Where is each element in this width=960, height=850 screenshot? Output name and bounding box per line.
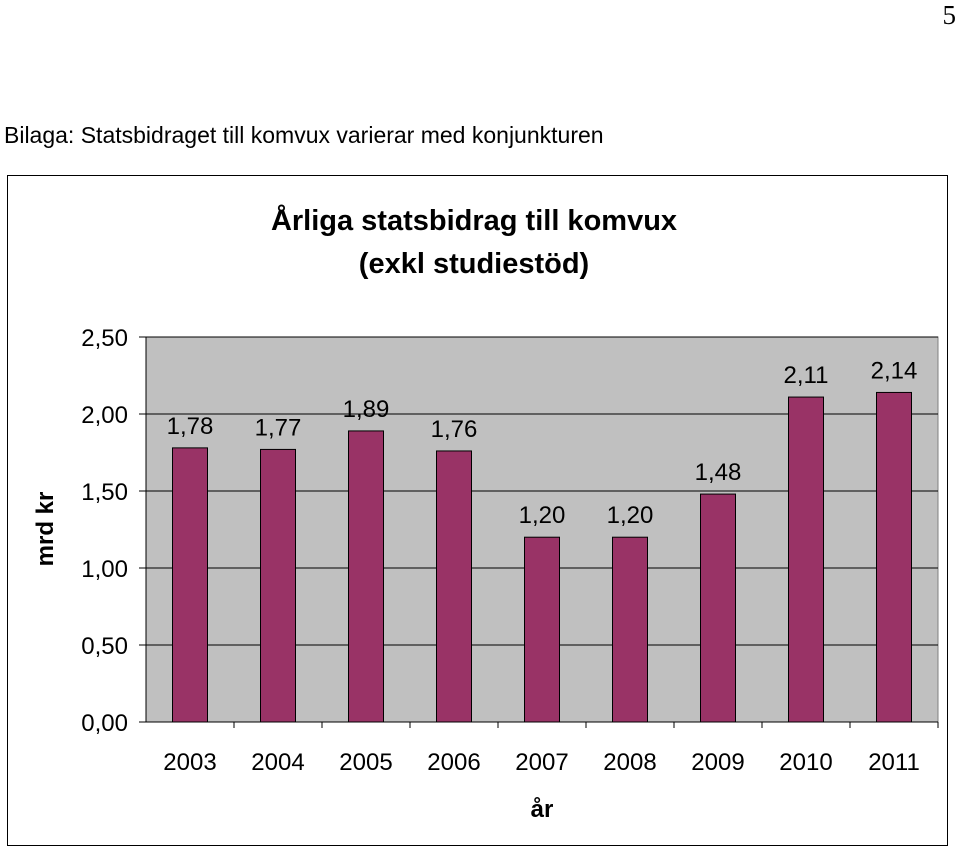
section-heading: Bilaga: Statsbidraget till komvux varier… — [4, 122, 604, 148]
data-label: 2,11 — [784, 362, 829, 389]
chart-subtitle: (exkl studiestöd) — [359, 248, 589, 280]
bar — [788, 396, 824, 723]
bar — [172, 447, 208, 723]
chart-title: Årliga statsbidrag till komvux — [271, 204, 677, 237]
chart-frame: Årliga statsbidrag till komvux (exkl stu… — [7, 175, 948, 846]
y-tick-label: 2,00 — [81, 402, 128, 429]
data-label: 1,76 — [431, 416, 478, 443]
x-tick-label: 2008 — [603, 749, 656, 776]
data-label: 1,77 — [255, 414, 302, 441]
bar — [436, 450, 472, 723]
data-label: 1,78 — [167, 413, 214, 440]
bar — [612, 536, 648, 723]
data-label: 1,48 — [695, 459, 742, 486]
bar — [700, 493, 736, 723]
x-tick-label: 2007 — [515, 749, 568, 776]
x-tick-label: 2006 — [427, 749, 480, 776]
data-label: 1,20 — [607, 502, 654, 529]
bar — [348, 430, 384, 723]
bar — [876, 391, 912, 723]
y-tick-label: 2,50 — [81, 325, 128, 352]
bar — [524, 536, 560, 723]
data-label: 1,20 — [519, 502, 566, 529]
bar-chart: Årliga statsbidrag till komvux (exkl stu… — [32, 204, 939, 823]
x-tick-label: 2011 — [868, 749, 920, 776]
y-axis-label: mrd kr — [32, 492, 59, 567]
page-number: 5 — [942, 0, 957, 30]
y-tick-label: 1,50 — [81, 479, 128, 506]
x-axis-label: år — [531, 796, 554, 823]
x-tick-label: 2003 — [163, 749, 216, 776]
x-tick-label: 2010 — [779, 749, 832, 776]
data-label: 1,89 — [343, 396, 390, 423]
x-tick-label: 2009 — [691, 749, 744, 776]
x-tick-label: 2004 — [251, 749, 304, 776]
data-label: 2,14 — [871, 357, 918, 384]
y-tick-label: 0,50 — [81, 633, 128, 660]
y-tick-label: 1,00 — [81, 556, 128, 583]
bar — [260, 448, 296, 723]
x-tick-label: 2005 — [339, 749, 392, 776]
y-tick-label: 0,00 — [81, 710, 128, 737]
